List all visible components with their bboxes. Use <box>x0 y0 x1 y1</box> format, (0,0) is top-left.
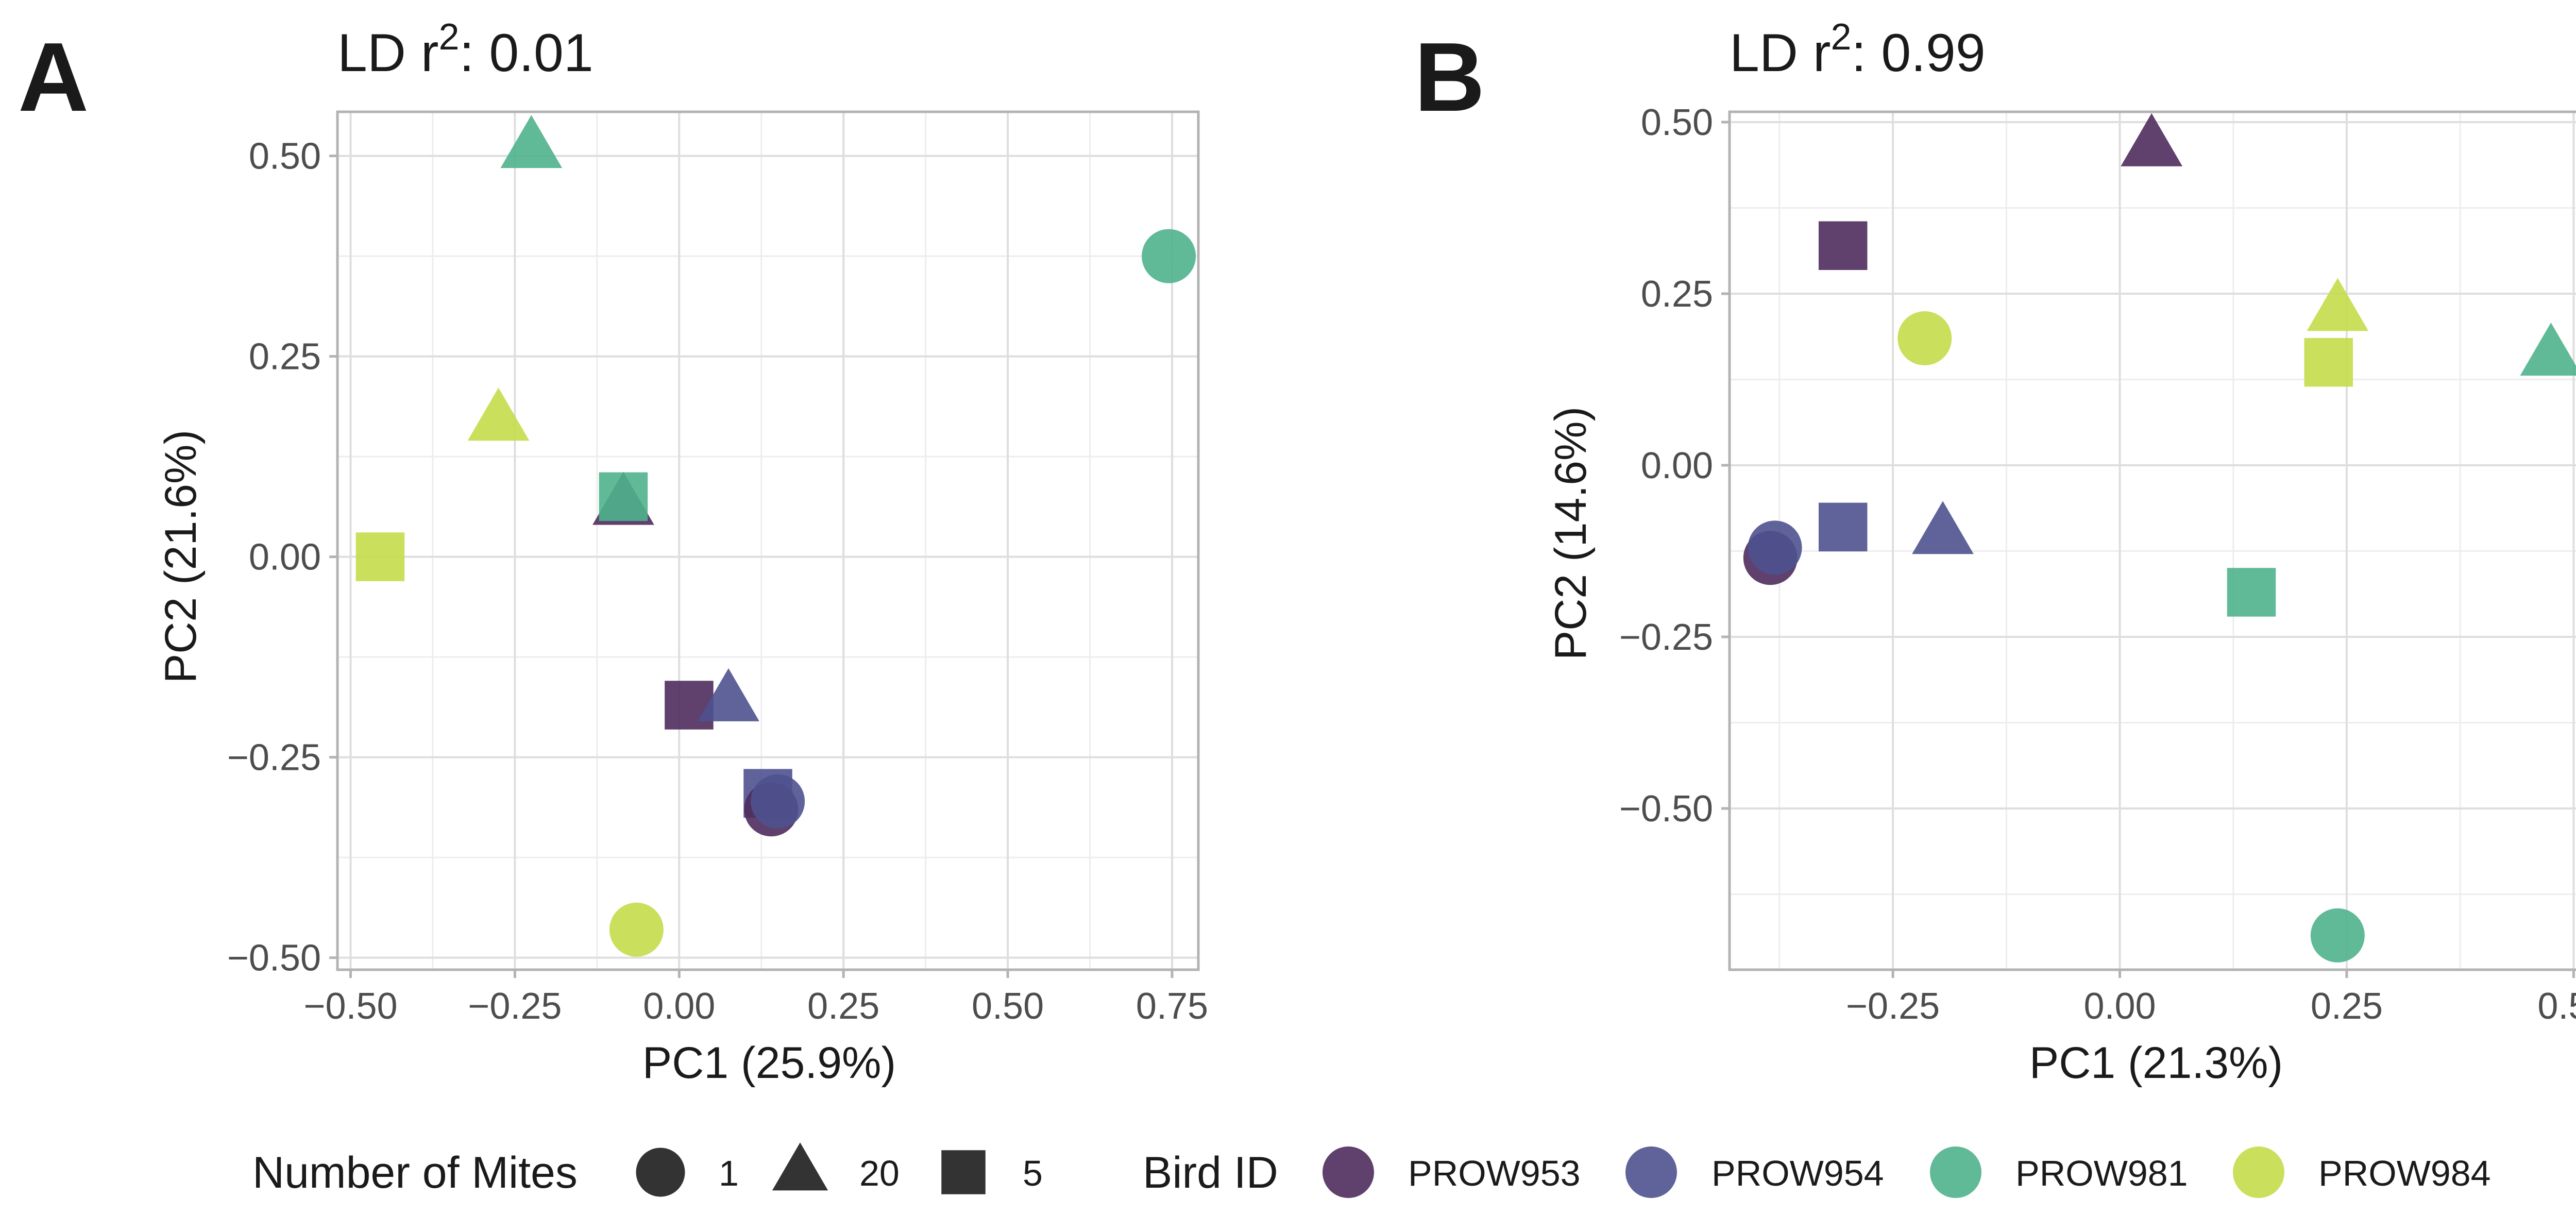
panel-a-y-tick-label: −0.25 <box>227 737 321 779</box>
panel-a-label: A <box>18 23 89 132</box>
panel-a-y-tick-label: 0.25 <box>249 336 321 378</box>
panel-b-y-tick-label: 0.00 <box>1641 445 1713 486</box>
panel-b-point-prow953-square <box>1818 221 1868 270</box>
panel-b-x-tick-label: 0.25 <box>2311 986 2383 1027</box>
panel-a-x-tick-label: 0.25 <box>807 986 879 1027</box>
panel-b-point-prow981-square <box>2227 568 2276 617</box>
panel-b-x-tick-label: −0.25 <box>1846 986 1940 1027</box>
panel-a-x-tick-label: 0.50 <box>972 986 1044 1027</box>
legend-mites-title: Number of Mites <box>252 1148 578 1197</box>
panel-a-plot-border <box>336 110 1200 971</box>
legend-label-mites-1: 1 <box>719 1153 739 1193</box>
panel-b-y-tick-label: 0.25 <box>1641 274 1713 315</box>
panel-b-point-prow954-triangle <box>1912 501 1974 554</box>
panel-a-point-prow984-triangle <box>467 387 530 441</box>
panel-b-x-axis-title: PC1 (21.3%) <box>2029 1038 2283 1088</box>
legend-mites: 1 20 5 <box>636 1142 1043 1197</box>
panel-a-y-axis-title: PC2 (21.6%) <box>156 430 206 683</box>
panel-b-x-tick-label: 0.00 <box>2083 986 2156 1027</box>
panel-a-point-prow984-circle <box>609 902 664 957</box>
legend: Number of Mites 1 20 5 Bird ID PROW953 PROW… <box>252 1142 2491 1198</box>
panel-b-y-tick-label: −0.25 <box>1619 617 1713 658</box>
panel-b-point-prow954-square <box>1818 502 1868 552</box>
panel-b-point-prow953-triangle <box>2121 113 2183 166</box>
panel-b-point-prow981-circle <box>2310 908 2365 963</box>
panel-a-point-prow981-square <box>599 472 648 521</box>
panel-b-label: B <box>1414 23 1485 132</box>
panel-a-point-prow953-square <box>665 681 714 730</box>
panel-a-x-tick-label: −0.50 <box>303 986 397 1027</box>
panel-b-x-tick-label: 0.50 <box>2537 986 2576 1027</box>
legend-label-mites-5: 5 <box>1023 1153 1043 1193</box>
legend-bird-title: Bird ID <box>1143 1148 1278 1197</box>
legend-label-prow981: PROW981 <box>2015 1153 2188 1193</box>
panel-a-point-prow984-square <box>355 532 405 581</box>
legend-key-prow954 <box>1625 1146 1677 1198</box>
panel-a: A LD r2: 0.01 −0.50 −0.25 0.00 0.25 0.50 0.75… <box>18 16 1208 1088</box>
legend-key-prow984 <box>2233 1146 2284 1198</box>
panel-a-point-prow954-triangle <box>698 668 759 721</box>
panel-b-plot-border <box>1728 110 2576 971</box>
legend-key-square <box>941 1150 986 1194</box>
panel-a-y-tick-label: 0.00 <box>249 537 321 578</box>
panel-b-point-prow984-circle <box>1897 311 1952 366</box>
panel-a-x-tick-label: 0.00 <box>643 986 715 1027</box>
panel-b-point-prow984-square <box>2304 338 2353 387</box>
panel-b-plot: −0.25 0.00 0.25 0.50 −0.50 −0.25 0.00 0.25 0.50 <box>1619 102 2576 1027</box>
panel-b-plot-background <box>1730 112 2576 970</box>
legend-key-prow953 <box>1323 1146 1374 1198</box>
panel-b: B LD r2: 0.99 −0.250.000.250.50−0.50−0.2… <box>1414 16 2576 1088</box>
legend-key-circle <box>636 1148 685 1197</box>
panel-a-point-prow954-circle <box>751 774 805 829</box>
legend-key-triangle <box>772 1142 828 1191</box>
panel-a-y-tick-label: 0.50 <box>249 136 321 177</box>
panel-b-title: LD r2: 0.99 <box>1730 16 1986 83</box>
panel-b-point-prow954-circle <box>1748 520 1802 575</box>
panel-a-x-tick-label: 0.75 <box>1136 986 1208 1027</box>
panel-a-title: LD r2: 0.01 <box>337 16 594 83</box>
panel-a-x-axis-title: PC1 (25.9%) <box>642 1038 896 1088</box>
panel-b-y-tick-label: 0.50 <box>1641 102 1713 143</box>
legend-key-prow981 <box>1930 1146 1981 1198</box>
legend-label-prow984: PROW984 <box>2318 1153 2491 1193</box>
panel-a-plot-background <box>337 112 1198 970</box>
panel-a-point-prow981-triangle <box>500 115 563 168</box>
legend-birds: PROW953 PROW954 PROW981 PROW984 <box>1323 1146 2491 1198</box>
legend-label-prow953: PROW953 <box>1408 1153 1581 1193</box>
panel-a-point-prow981-circle <box>1142 229 1196 283</box>
panel-b-y-tick-label: −0.50 <box>1619 788 1713 830</box>
legend-label-prow954: PROW954 <box>1711 1153 1884 1193</box>
legend-label-mites-20: 20 <box>859 1153 900 1193</box>
panel-a-plot: −0.50 −0.25 0.00 0.25 0.50 0.75 −0.50 −0.25 0.00… <box>227 110 1208 1027</box>
panel-a-y-tick-label: −0.50 <box>227 938 321 979</box>
panel-b-point-prow981-triangle <box>2520 323 2576 376</box>
panel-b-y-axis-title: PC2 (14.6%) <box>1546 407 1596 660</box>
panel-a-x-tick-label: −0.25 <box>468 986 562 1027</box>
panel-b-point-prow984-triangle <box>2307 278 2369 331</box>
